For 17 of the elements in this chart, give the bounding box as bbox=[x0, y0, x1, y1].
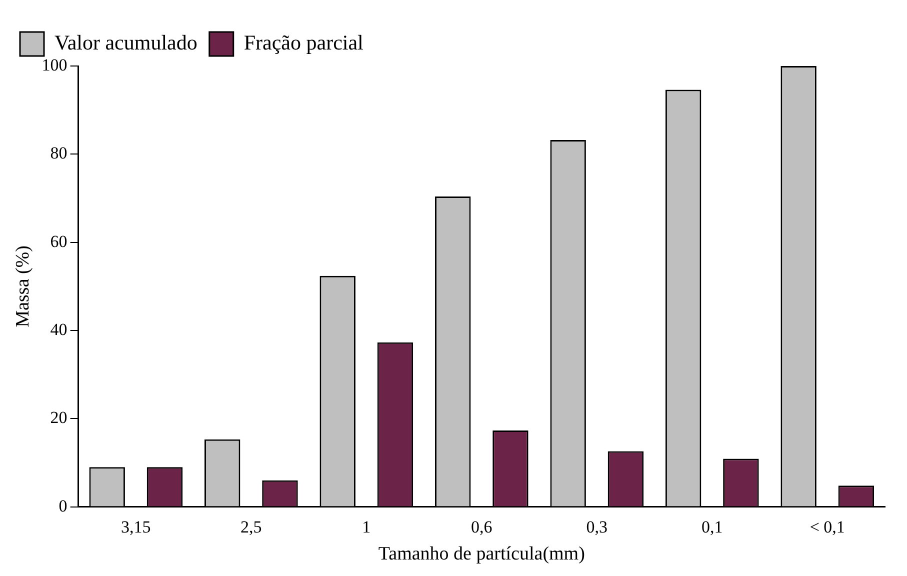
y-tick-label: 80 bbox=[50, 144, 68, 163]
legend-label: Valor acumulado bbox=[54, 30, 198, 55]
y-tick-label: 20 bbox=[50, 408, 68, 428]
x-tick-label: 3,15 bbox=[121, 517, 151, 536]
x-tick-label: 0,1 bbox=[702, 517, 723, 536]
x-tick-label: 0,6 bbox=[471, 517, 492, 536]
legend-label: Fração parcial bbox=[244, 30, 364, 55]
y-axis-title: Massa (%) bbox=[12, 246, 34, 328]
y-tick-label: 0 bbox=[58, 496, 68, 516]
x-tick-label: < 0,1 bbox=[810, 517, 845, 536]
x-tick-label: 2,5 bbox=[240, 517, 262, 536]
y-tick-label: 60 bbox=[50, 232, 68, 251]
y-tick-label: 100 bbox=[42, 55, 68, 74]
x-tick-label: 1 bbox=[362, 517, 371, 536]
x-axis-title: Tamanho de partícula(mm) bbox=[378, 544, 585, 565]
y-tick-label: 40 bbox=[50, 320, 68, 339]
x-tick-label: 0,3 bbox=[586, 517, 608, 536]
